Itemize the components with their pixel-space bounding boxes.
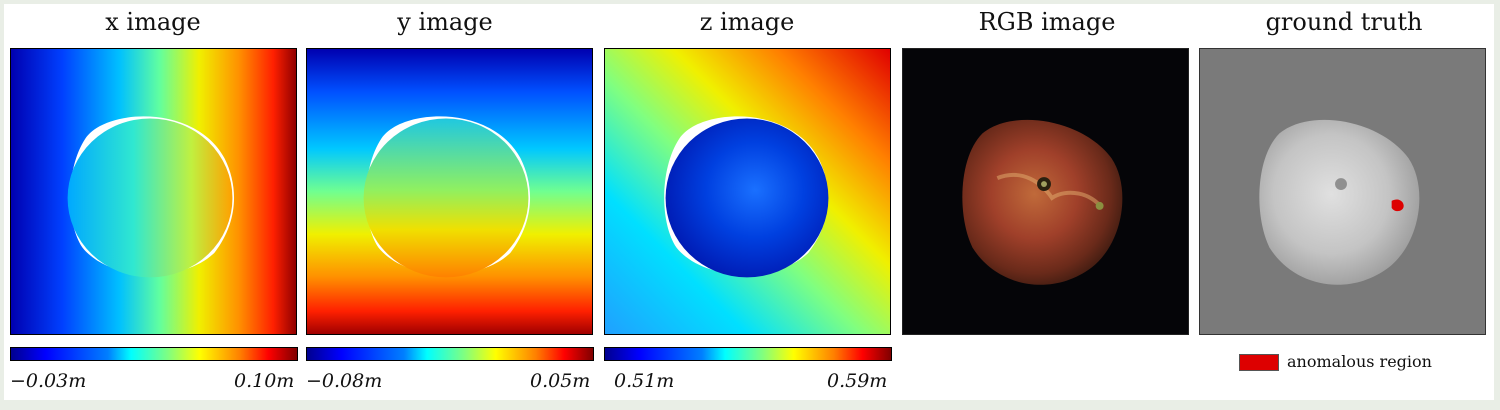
z-image-panel (604, 48, 891, 335)
title-ground-truth: ground truth (1265, 8, 1423, 36)
title-z-image: z image (699, 8, 795, 36)
y-colorbar (306, 347, 594, 361)
z-colorbar-min: 0.51m (614, 370, 675, 392)
anomaly-marker (1391, 199, 1404, 212)
y-colorbar-max: 0.05m (530, 370, 591, 392)
legend-label: anomalous region (1287, 352, 1432, 371)
title-x-image: x image (105, 8, 201, 36)
x-colorbar-max: 0.10m (234, 370, 295, 392)
z-colorbar (604, 347, 892, 361)
x-image-panel (10, 48, 297, 335)
z-colorbar-max: 0.59m (827, 370, 888, 392)
title-y-image: y image (397, 8, 493, 36)
legend-swatch (1239, 354, 1279, 371)
ground-truth-panel (1199, 48, 1486, 335)
y-colorbar-min: −0.08m (306, 370, 383, 392)
rgb-image-panel (902, 48, 1189, 335)
x-colorbar-min: −0.03m (10, 370, 87, 392)
y-image-panel (306, 48, 593, 335)
x-colorbar (10, 347, 298, 361)
title-rgb-image: RGB image (978, 8, 1116, 36)
